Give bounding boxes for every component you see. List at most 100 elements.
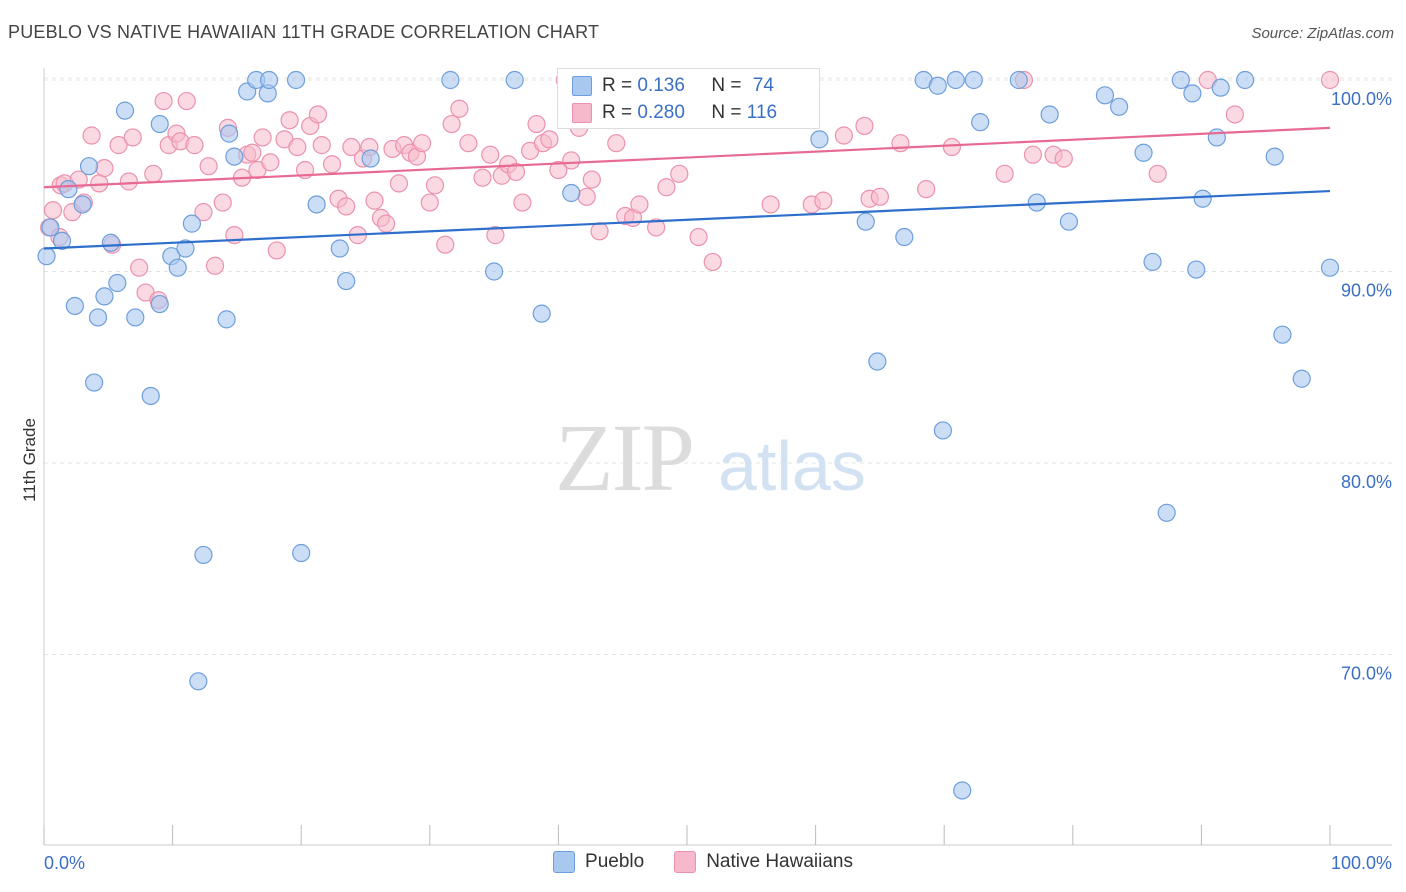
n-label: N =	[711, 75, 742, 96]
hawaiian-point	[205, 256, 225, 275]
pueblo-point	[217, 310, 236, 329]
chart-title: PUEBLO VS NATIVE HAWAIIAN 11TH GRADE COR…	[8, 22, 600, 42]
hawaiian-point	[814, 191, 833, 210]
pueblo-point	[108, 273, 127, 293]
y-tick-label: 70.0%	[1341, 664, 1392, 684]
hawaiian-point	[342, 137, 361, 157]
pueblo-point	[1059, 212, 1079, 231]
legend-label-pueblo: Pueblo	[585, 851, 645, 872]
hawaiian-point	[267, 241, 286, 260]
pueblo-point	[810, 130, 829, 149]
r-label: R =	[602, 102, 633, 123]
y-tick-label: 100.0%	[1331, 89, 1392, 109]
pueblo-point	[101, 233, 120, 252]
hawaiian-point	[185, 136, 204, 155]
hawaiian-point	[199, 157, 218, 176]
hawaiian-point	[703, 252, 722, 272]
source-label: Source: ZipAtlas.com	[1251, 25, 1394, 42]
correlation-legend: R = 0.136 N = 74 R = 0.280 N = 116	[557, 68, 820, 129]
hawaiian-point	[459, 134, 478, 153]
pueblo-point	[1193, 189, 1212, 208]
hawaiian-point	[177, 91, 196, 111]
hawaiian-point	[486, 226, 505, 245]
n-value: 74	[752, 75, 774, 96]
r-value: 0.136	[637, 75, 685, 96]
pueblo-point	[126, 308, 145, 327]
hawaiian-point	[130, 258, 149, 277]
hawaiian-point	[995, 164, 1014, 183]
legend-label-hawaiian: Native Hawaiians	[706, 851, 853, 872]
watermark: ZIP atlas	[555, 404, 866, 511]
legend-item-hawaiian[interactable]: Native Hawaiians	[674, 851, 853, 873]
pueblo-point	[1236, 70, 1255, 90]
hawaiian-point	[322, 155, 342, 174]
hawaiian-point	[527, 114, 546, 134]
hawaiian-point	[376, 214, 396, 233]
hawaiian-point	[442, 114, 461, 134]
series-legend: Pueblo Native Hawaiians	[0, 851, 1406, 873]
pueblo-swatch	[553, 851, 576, 873]
hawaiian-point	[1320, 70, 1340, 90]
hawaiian-swatch	[674, 851, 697, 873]
hawaiian-point	[657, 178, 676, 197]
pueblo-point	[292, 543, 311, 563]
hawaiian-point	[513, 193, 532, 212]
pueblo-point	[485, 262, 504, 281]
pueblo-point	[1109, 97, 1129, 116]
hawaiian-point	[436, 235, 455, 254]
pueblo-point	[361, 149, 380, 168]
axis-labels: 70.0% 80.0% 90.0% 100.0% 0.0% 100.0% 11th Grad…	[20, 89, 1392, 873]
pueblo-point	[964, 70, 983, 90]
hawaiian-point	[582, 170, 601, 189]
pueblo-point	[259, 70, 279, 90]
hawaiian-point	[607, 134, 626, 153]
axes	[43, 68, 1392, 846]
hawaiian-point	[1148, 164, 1167, 183]
hawaiian-point	[389, 174, 409, 193]
grid-lines	[44, 77, 1392, 655]
watermark-atlas: atlas	[718, 427, 866, 505]
pueblo-swatch	[572, 76, 592, 96]
pueblo-point	[562, 183, 581, 203]
n-value: 116	[746, 102, 778, 123]
r-label: R =	[602, 75, 633, 96]
hawaiian-point	[119, 172, 138, 191]
pueblo-point	[1040, 105, 1059, 124]
pueblo-point	[194, 545, 213, 565]
hawaiian-point	[473, 168, 492, 187]
x-tick-label: 100.0%	[1331, 853, 1392, 873]
pueblo-point	[928, 76, 947, 95]
hawaiian-point	[834, 126, 853, 145]
x-tick-label: 0.0%	[44, 853, 85, 873]
hawaiian-point	[412, 134, 432, 153]
hawaiian-point	[365, 191, 384, 210]
legend-item-pueblo[interactable]: Pueblo	[553, 851, 644, 873]
pueblo-point	[1143, 252, 1162, 272]
legend-row-hawaiian: R = 0.280 N = 116	[572, 100, 777, 126]
hawaiian-point	[891, 134, 910, 153]
hawaiian-point	[312, 136, 331, 155]
n-label: N =	[711, 102, 742, 123]
pueblo-point	[189, 672, 208, 691]
pueblo-point	[1265, 147, 1284, 166]
pueblo-point	[330, 239, 349, 258]
hawaiian-point	[630, 195, 649, 214]
pueblo-point	[65, 296, 84, 316]
hawaiian-point	[670, 164, 689, 183]
pueblo-point	[1183, 84, 1202, 103]
hawaiian-point	[337, 197, 356, 216]
pueblo-point	[1171, 70, 1190, 90]
hawaiian-point	[450, 99, 469, 118]
hawaiian-point	[577, 187, 596, 206]
hawaiian-trend-line	[43, 126, 1331, 189]
watermark-zip: ZIP	[555, 404, 693, 511]
pueblo-point	[225, 147, 244, 166]
hawaiian-swatch	[572, 103, 592, 123]
pueblo-point	[220, 124, 239, 143]
pueblo-point	[895, 227, 914, 247]
hawaiian-point	[590, 222, 609, 241]
pueblo-point	[79, 157, 99, 176]
hawaiian-point	[144, 164, 163, 183]
pueblo-point	[1009, 70, 1028, 90]
